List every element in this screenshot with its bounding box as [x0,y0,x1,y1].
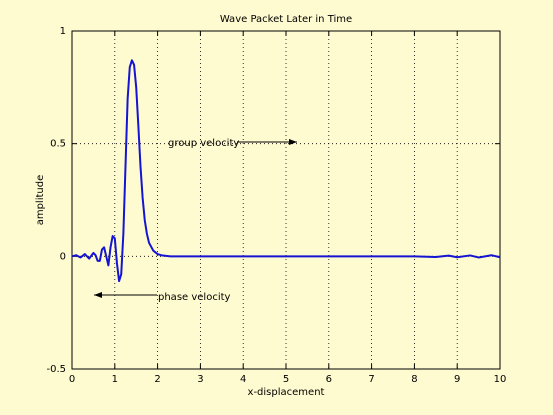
x-tick-label: 1 [112,374,118,385]
annotation: phase velocity [158,292,231,303]
x-tick-label: 5 [283,374,289,385]
x-tick-label: 3 [197,374,203,385]
y-tick-label: 0 [60,251,66,262]
chart-title: Wave Packet Later in Time [220,14,352,25]
y-axis-label: amplitude [35,175,46,226]
x-tick-label: 0 [69,374,75,385]
y-tick-label: 1 [60,26,66,37]
annotation: group velocity [168,138,239,149]
x-tick-label: 2 [154,374,160,385]
x-tick-label: 4 [240,374,246,385]
x-tick-label: 10 [494,374,507,385]
x-tick-label: 9 [454,374,460,385]
y-tick-label: 0.5 [50,139,66,150]
x-tick-label: 6 [326,374,332,385]
x-tick-label: 7 [368,374,374,385]
y-tick-label: -0.5 [46,364,66,375]
x-tick-label: 8 [411,374,417,385]
x-axis-label: x-displacement [248,387,325,398]
data-line [71,59,501,283]
